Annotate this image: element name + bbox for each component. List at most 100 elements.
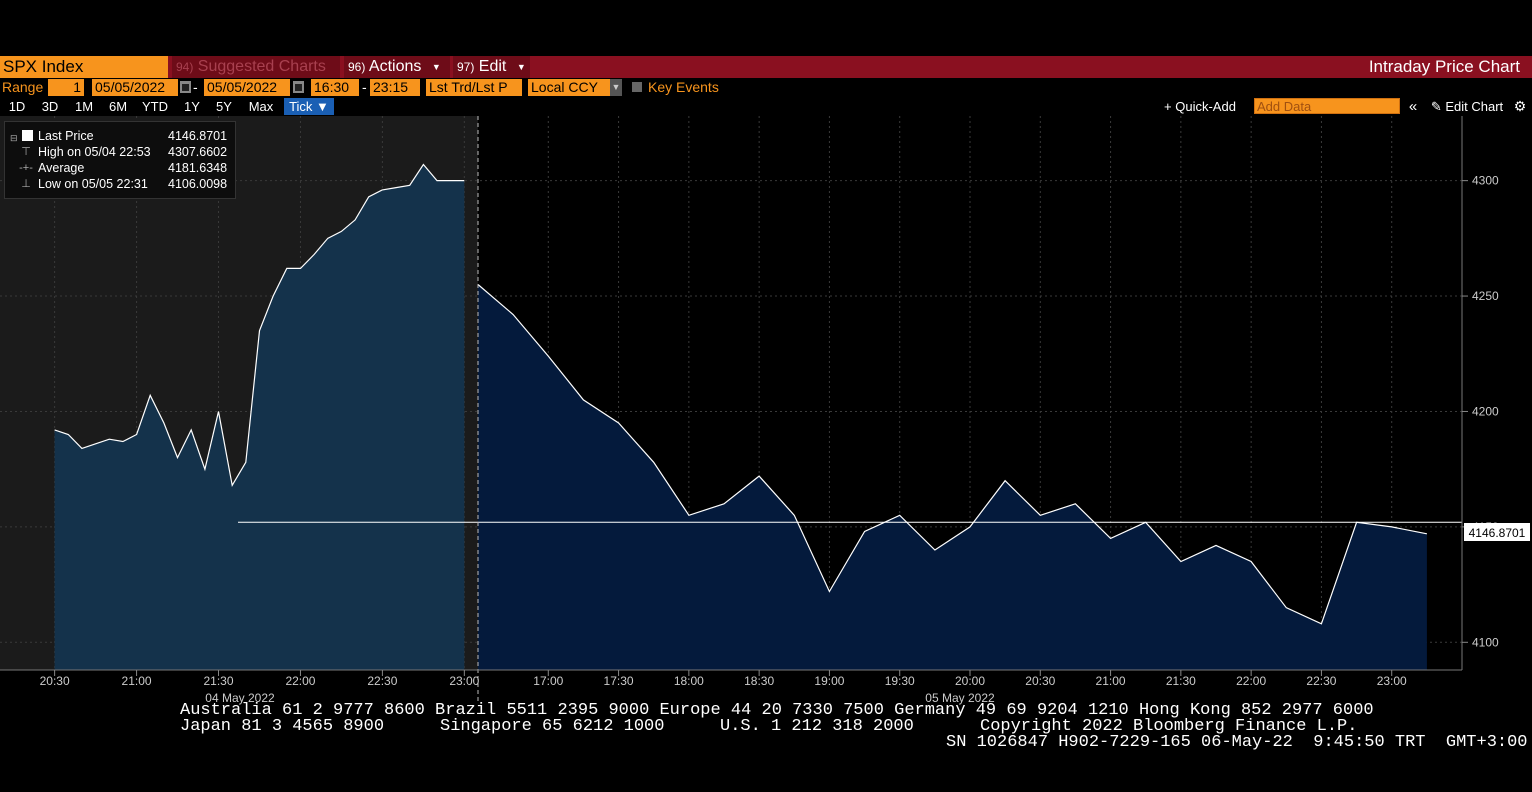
x-tick-label: 20:30 xyxy=(40,674,70,688)
collapse-toggle-icon[interactable]: ⊟ xyxy=(10,133,18,143)
y-tick-label: 4100 xyxy=(1472,635,1499,649)
key-events-label: Key Events xyxy=(648,79,719,95)
add-data-input[interactable]: Add Data xyxy=(1254,98,1400,114)
range-label: Range xyxy=(2,79,44,95)
legend-row-high[interactable]: ⊤ High on 05/04 22:53 4307.6602 xyxy=(5,144,235,160)
price-type-select[interactable]: Lst Trd/Lst P xyxy=(426,79,522,96)
day2-date-label: 05 May 2022 xyxy=(925,691,995,705)
legend-label: Low on 05/05 22:31 xyxy=(38,177,148,191)
x-tick-label: 21:00 xyxy=(1096,674,1126,688)
period-5y-button[interactable]: 5Y xyxy=(216,99,232,114)
high-marker-icon: ⊤ xyxy=(21,146,31,158)
y-tick-label: 4300 xyxy=(1472,174,1499,188)
suggested-charts-number: 94) xyxy=(176,60,194,74)
footer-us: U.S. 1 212 318 2000 xyxy=(720,717,914,736)
suggested-charts-button[interactable]: 94) Suggested Charts xyxy=(172,56,340,78)
x-tick-label: 22:30 xyxy=(367,674,397,688)
x-tick-label: 21:30 xyxy=(1166,674,1196,688)
legend-row-low[interactable]: ⊥ Low on 05/05 22:31 4106.0098 xyxy=(5,176,235,192)
edit-number: 97) xyxy=(457,60,475,75)
price-area-day1 xyxy=(54,164,465,670)
average-marker-icon: -+- xyxy=(19,162,33,174)
edit-label: Edit xyxy=(478,58,507,76)
legend-value: 4307.6602 xyxy=(168,145,228,159)
key-events-checkbox[interactable] xyxy=(632,82,642,92)
x-tick-label: 20:00 xyxy=(955,674,985,688)
x-tick-label: 19:30 xyxy=(885,674,915,688)
footer-session-info: SN 1026847 H902-7229-165 06-May-22 9:45:… xyxy=(946,733,1528,752)
date-separator: - xyxy=(193,79,198,95)
range-count-field[interactable]: 1 xyxy=(48,79,84,96)
footer-phones-line: Australia 61 2 9777 8600 Brazil 5511 239… xyxy=(180,701,1374,720)
security-ticker-field[interactable]: SPX Index xyxy=(0,56,168,78)
legend-label: Average xyxy=(38,161,85,175)
y-tick-label: 4200 xyxy=(1472,404,1499,418)
collapse-icon[interactable]: « xyxy=(1408,98,1418,115)
end-time-field[interactable]: 23:15 xyxy=(370,79,420,96)
calendar-icon[interactable] xyxy=(180,81,191,93)
actions-number: 96) xyxy=(348,60,366,75)
legend-value: 4106.0098 xyxy=(168,177,228,191)
edit-chart-button[interactable]: ✎ Edit Chart xyxy=(1430,99,1504,114)
currency-select[interactable]: Local CCY xyxy=(528,79,612,96)
x-tick-label: 18:30 xyxy=(744,674,774,688)
x-tick-label: 21:30 xyxy=(203,674,233,688)
day1-date-label: 04 May 2022 xyxy=(205,691,275,705)
quick-add-button[interactable]: + Quick-Add xyxy=(1164,99,1236,114)
y-tick-label: 4250 xyxy=(1472,289,1499,303)
y-axis: 41004150420042504300 xyxy=(1462,174,1499,649)
actions-menu-button[interactable]: 96) Actions ▼ xyxy=(344,56,450,78)
series-color-swatch xyxy=(22,130,33,141)
chevron-down-icon[interactable]: ▼ xyxy=(610,79,622,96)
legend-label: High on 05/04 22:53 xyxy=(38,145,151,159)
footer-singapore: Singapore 65 6212 1000 xyxy=(440,717,665,736)
legend-row-last-price[interactable]: ⊟ Last Price 4146.8701 xyxy=(5,128,235,144)
x-tick-label: 23:00 xyxy=(1377,674,1407,688)
suggested-charts-label: Suggested Charts xyxy=(197,58,326,75)
calendar-icon[interactable] xyxy=(293,81,304,93)
legend-value: 4181.6348 xyxy=(168,161,228,175)
period-max-button[interactable]: Max xyxy=(248,99,274,114)
x-tick-label: 18:00 xyxy=(674,674,704,688)
x-tick-label: 23:00 xyxy=(449,674,479,688)
x-tick-label: 17:30 xyxy=(604,674,634,688)
chevron-down-icon: ▼ xyxy=(431,62,441,72)
period-row: 1D 3D 1M 6M YTD 1Y 5Y Max Tick ▼ + Quick… xyxy=(0,98,1532,116)
actions-label: Actions xyxy=(368,58,422,76)
last-price-badge: 4146.8701 xyxy=(1464,523,1530,541)
footer: Australia 61 2 9777 8600 Brazil 5511 239… xyxy=(0,701,1532,763)
x-tick-label: 22:00 xyxy=(1236,674,1266,688)
legend-value: 4146.8701 xyxy=(168,129,228,143)
x-tick-label: 22:00 xyxy=(285,674,315,688)
range-row: Range 1 05/05/2022 - 05/05/2022 16:30 - … xyxy=(0,79,1532,97)
period-6m-button[interactable]: 6M xyxy=(108,99,128,114)
price-area-day2 xyxy=(478,284,1427,670)
x-axis: 20:30 21:00 21:30 22:00 22:30 23:00 17:00 17:30… xyxy=(40,670,1407,688)
start-date-field[interactable]: 05/05/2022 xyxy=(92,79,178,96)
x-tick-label: 22:30 xyxy=(1306,674,1336,688)
legend-row-average[interactable]: -+- Average 4181.6348 xyxy=(5,160,235,176)
start-time-field[interactable]: 16:30 xyxy=(311,79,359,96)
time-separator: - xyxy=(362,79,367,95)
price-line-day2 xyxy=(477,284,1428,625)
period-1m-button[interactable]: 1M xyxy=(74,99,94,114)
period-1y-button[interactable]: 1Y xyxy=(184,99,200,114)
chevron-down-icon: ▼ xyxy=(516,62,526,72)
chart-legend: ⊟ Last Price 4146.8701 ⊤ High on 05/04 2… xyxy=(4,121,236,199)
x-tick-label: 19:00 xyxy=(814,674,844,688)
chart-title: Intraday Price Chart xyxy=(1368,57,1520,76)
x-tick-label: 20:30 xyxy=(1025,674,1055,688)
footer-japan: Japan 81 3 4565 8900 xyxy=(180,717,385,736)
price-line-day1 xyxy=(54,163,465,487)
x-tick-label: 17:00 xyxy=(533,674,563,688)
gear-icon[interactable]: ⚙ xyxy=(1513,98,1527,114)
x-tick-label: 21:00 xyxy=(122,674,152,688)
price-chart[interactable]: 41004150420042504300 20:3021:0021:3022:0… xyxy=(0,116,1532,708)
period-tick-button[interactable]: Tick ▼ xyxy=(284,98,334,115)
period-3d-button[interactable]: 3D xyxy=(41,99,59,114)
period-ytd-button[interactable]: YTD xyxy=(142,99,168,114)
period-1d-button[interactable]: 1D xyxy=(8,99,26,114)
edit-menu-button[interactable]: 97) Edit ▼ xyxy=(453,56,530,78)
title-bar: SPX Index 94) Suggested Charts 96) Actio… xyxy=(0,56,1532,78)
end-date-field[interactable]: 05/05/2022 xyxy=(204,79,290,96)
